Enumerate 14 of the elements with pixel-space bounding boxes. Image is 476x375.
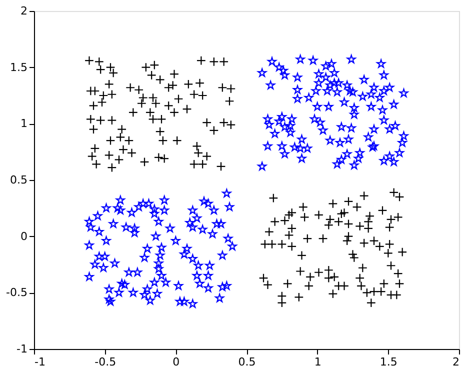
x-tick-label: -1 [34,356,46,368]
y-tick-label: 2 [20,4,28,18]
x-tick-label: 2 [452,356,460,368]
y-tick-label: 1.5 [10,60,28,74]
y-tick-label: 0 [20,230,28,243]
y-tick-label: 1 [20,117,28,130]
x-tick-label: 1.5 [380,356,398,368]
x-tick-label: 1 [314,356,322,368]
y-tick-label: 0.5 [10,174,28,186]
y-tick-label: -0.5 [6,286,28,300]
x-tick-label: 0 [172,356,180,368]
y-tick-label: -1 [16,342,28,356]
x-tick-label: -0.5 [94,356,116,368]
x-tick-label: 0.5 [238,356,256,368]
